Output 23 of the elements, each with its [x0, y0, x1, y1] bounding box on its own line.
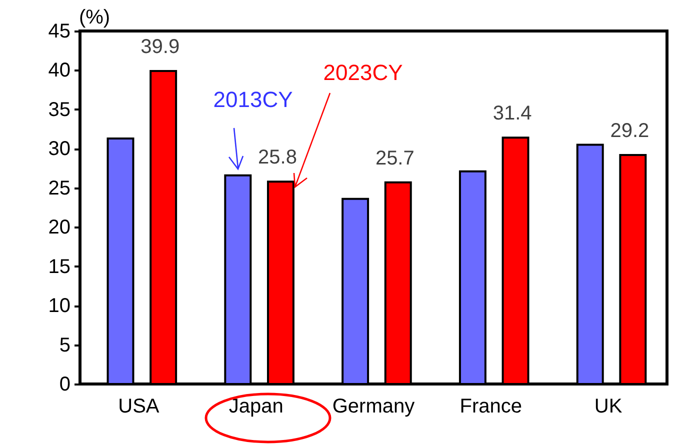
- data-label: 29.2: [610, 120, 650, 142]
- y-tick-label: 30: [48, 138, 70, 160]
- y-tick-label: 15: [48, 256, 70, 278]
- data-label: 39.9: [140, 36, 180, 58]
- x-tick-label: Germany: [332, 396, 415, 418]
- x-tick-label: UK: [594, 396, 623, 418]
- x-tick-label: France: [460, 396, 522, 418]
- y-tick-label: 35: [48, 98, 70, 121]
- data-label: 25.8: [258, 146, 297, 169]
- text: 2013CY: [213, 87, 294, 112]
- y-tick-label: 40: [48, 60, 70, 82]
- y-tick-label: 45: [48, 20, 70, 42]
- x-tick-label: USA: [118, 396, 160, 418]
- y-tick-label: 20: [48, 216, 70, 239]
- y-tick-label: 0: [59, 374, 70, 396]
- y-axis-title: (%): [78, 6, 110, 28]
- y-tick-label: 10: [48, 295, 70, 318]
- x-tick-label: Japan: [228, 396, 284, 418]
- data-label: 25.7: [375, 147, 414, 170]
- y-tick-label: 25: [48, 177, 70, 200]
- y-tick-label: 5: [59, 334, 70, 356]
- data-label: 31.4: [492, 102, 532, 125]
- text: 2023CY: [323, 60, 404, 85]
